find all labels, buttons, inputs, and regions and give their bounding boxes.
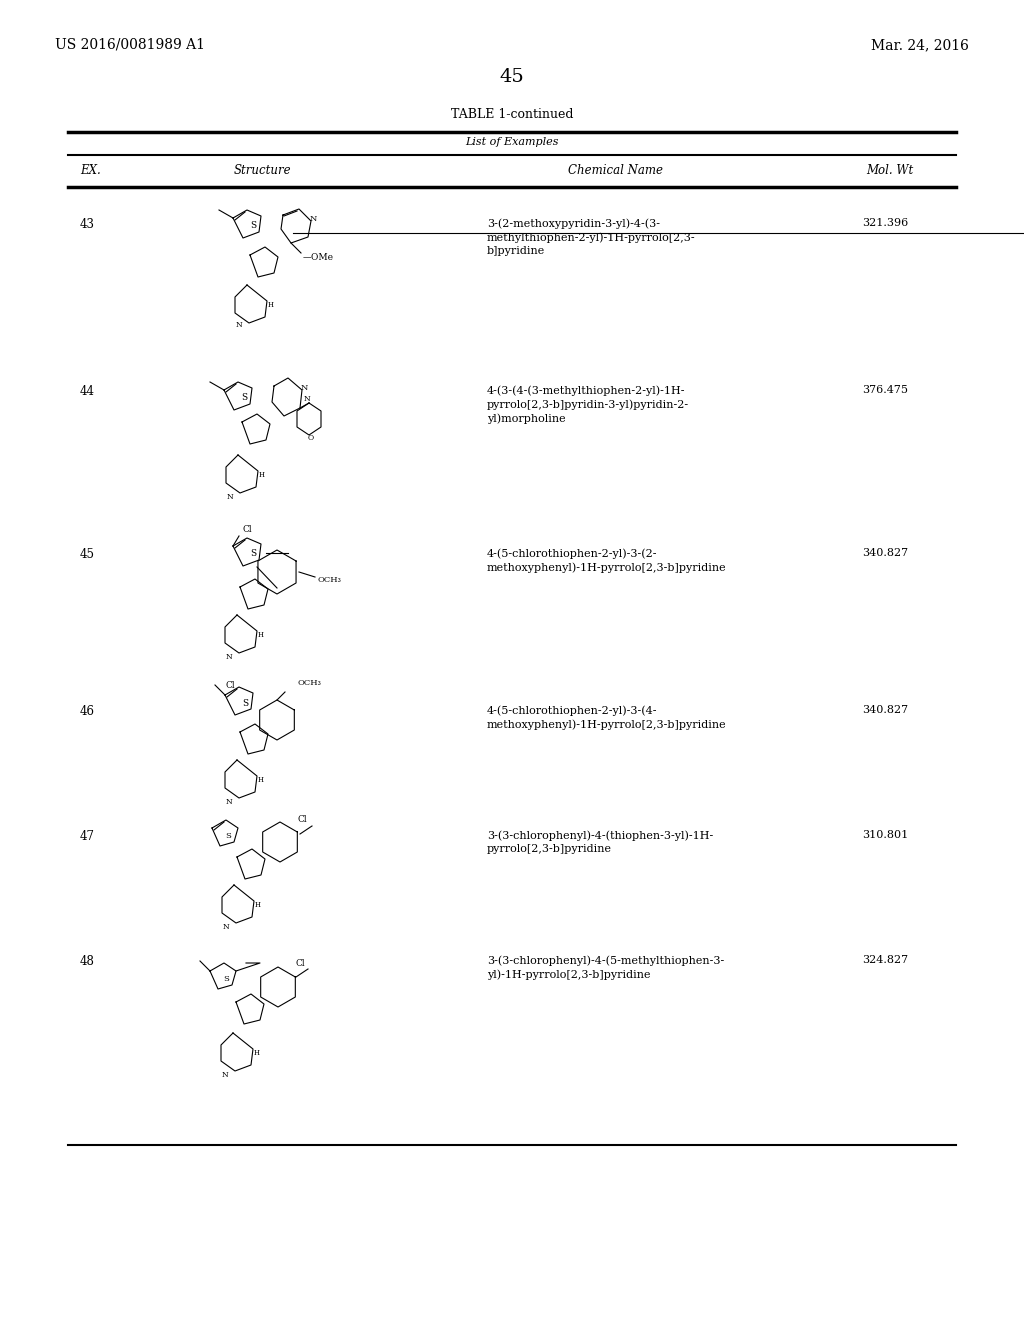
Text: S: S [250, 549, 256, 558]
Text: H: H [268, 301, 274, 309]
Text: Cl: Cl [225, 681, 234, 689]
Text: S: S [223, 975, 229, 983]
Text: N: N [236, 321, 243, 329]
Text: 45: 45 [80, 548, 95, 561]
Text: S: S [241, 393, 247, 403]
Text: H: H [255, 902, 261, 909]
Text: H: H [258, 631, 264, 639]
Text: H: H [254, 1049, 260, 1057]
Text: N: N [309, 215, 316, 223]
Text: Mar. 24, 2016: Mar. 24, 2016 [871, 38, 969, 51]
Text: N: N [225, 653, 232, 661]
Text: US 2016/0081989 A1: US 2016/0081989 A1 [55, 38, 205, 51]
Text: 4-(5-chlorothiophen-2-yl)-3-(2-
methoxyphenyl)-1H-pyrrolo[2,3-b]pyridine: 4-(5-chlorothiophen-2-yl)-3-(2- methoxyp… [487, 548, 727, 573]
Text: H: H [258, 776, 264, 784]
Text: N: N [222, 923, 229, 931]
Text: N: N [226, 492, 233, 502]
Text: N: N [304, 395, 310, 403]
Text: H: H [259, 471, 265, 479]
Text: 44: 44 [80, 385, 95, 399]
Text: 48: 48 [80, 954, 95, 968]
Text: 3-(3-chlorophenyl)-4-(5-methylthiophen-3-
yl)-1H-pyrrolo[2,3-b]pyridine: 3-(3-chlorophenyl)-4-(5-methylthiophen-3… [487, 954, 724, 979]
Text: 321.396: 321.396 [862, 218, 908, 228]
Text: 310.801: 310.801 [862, 830, 908, 840]
Text: 46: 46 [80, 705, 95, 718]
Text: List of Examples: List of Examples [465, 137, 559, 147]
Text: Structure: Structure [233, 165, 291, 177]
Text: TABLE 1-continued: TABLE 1-continued [451, 108, 573, 121]
Text: 3-(2-methoxypyridin-3-yl)-4-(3-
methylthiophen-2-yl)-1H-pyrrolo[2,3-
b]pyridine: 3-(2-methoxypyridin-3-yl)-4-(3- methylth… [487, 218, 695, 256]
Text: EX.: EX. [80, 165, 100, 177]
Text: Cl: Cl [243, 525, 252, 535]
Text: 3-(3-chlorophenyl)-4-(thiophen-3-yl)-1H-
pyrrolo[2,3-b]pyridine: 3-(3-chlorophenyl)-4-(thiophen-3-yl)-1H-… [487, 830, 714, 854]
Text: OCH₃: OCH₃ [297, 678, 321, 686]
Text: N: N [225, 799, 232, 807]
Text: N: N [221, 1071, 228, 1078]
Text: S: S [250, 222, 256, 231]
Text: 340.827: 340.827 [862, 705, 908, 715]
Text: 43: 43 [80, 218, 95, 231]
Text: S: S [242, 698, 248, 708]
Text: 376.475: 376.475 [862, 385, 908, 395]
Text: —OMe: —OMe [303, 252, 334, 261]
Text: S: S [225, 832, 231, 840]
Text: 340.827: 340.827 [862, 548, 908, 558]
Text: O: O [308, 434, 314, 442]
Text: 45: 45 [500, 69, 524, 86]
Text: 4-(3-(4-(3-methylthiophen-2-yl)-1H-
pyrrolo[2,3-b]pyridin-3-yl)pyridin-2-
yl)mor: 4-(3-(4-(3-methylthiophen-2-yl)-1H- pyrr… [487, 385, 689, 424]
Text: Cl: Cl [295, 958, 305, 968]
Text: N: N [300, 384, 307, 392]
Text: Cl: Cl [297, 816, 307, 825]
Text: OCH₃: OCH₃ [317, 576, 341, 583]
Text: 4-(5-chlorothiophen-2-yl)-3-(4-
methoxyphenyl)-1H-pyrrolo[2,3-b]pyridine: 4-(5-chlorothiophen-2-yl)-3-(4- methoxyp… [487, 705, 727, 730]
Text: 324.827: 324.827 [862, 954, 908, 965]
Text: 47: 47 [80, 830, 95, 843]
Text: Chemical Name: Chemical Name [567, 165, 663, 177]
Text: Mol. Wt: Mol. Wt [866, 165, 913, 177]
